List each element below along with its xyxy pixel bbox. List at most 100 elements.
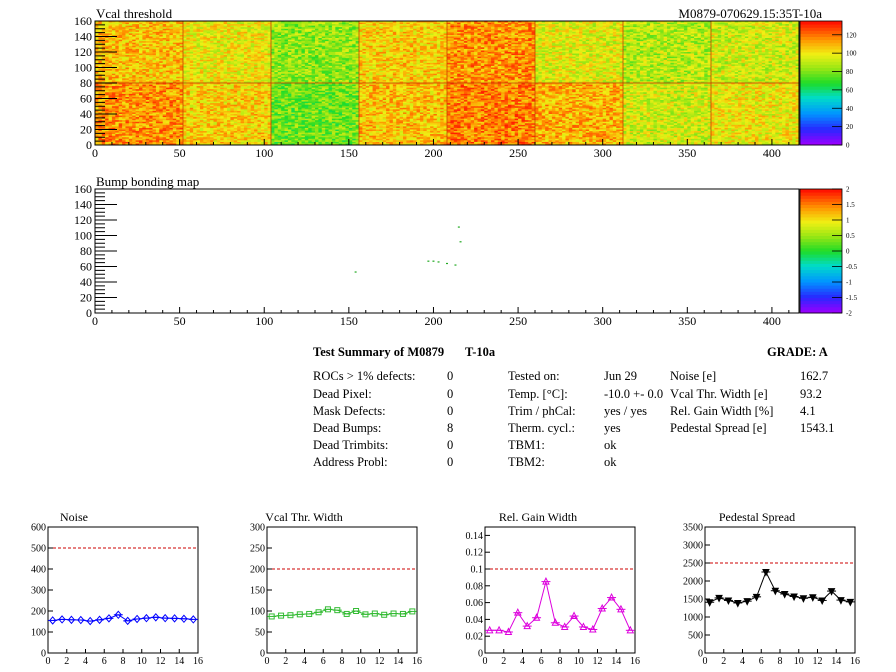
heatmap-cell xyxy=(700,25,705,28)
heatmap-cell xyxy=(775,34,780,37)
heatmap-cell xyxy=(623,25,627,28)
heatmap-cell xyxy=(433,21,438,23)
heatmap-cell xyxy=(717,38,722,40)
heatmap-cell xyxy=(379,33,384,36)
heatmap-cell xyxy=(162,27,167,30)
heatmap-cell xyxy=(416,25,421,28)
heatmap-cell xyxy=(172,36,177,39)
heatmap-cell xyxy=(602,24,607,27)
heatmap-cell xyxy=(501,30,505,33)
heatmap-cell xyxy=(558,31,563,34)
heatmap-cell xyxy=(507,27,512,30)
heatmap-cell xyxy=(548,24,553,27)
heatmap-cell xyxy=(524,21,529,23)
heatmap-cell xyxy=(758,30,763,33)
heatmap-cell xyxy=(795,34,799,37)
heatmap-cell xyxy=(271,21,275,23)
heatmap-cell xyxy=(301,33,306,36)
heatmap-cell xyxy=(101,25,106,28)
heatmap-cell xyxy=(562,38,566,40)
heatmap-cell xyxy=(413,30,417,33)
heatmap-cell xyxy=(267,30,272,33)
heatmap-cell xyxy=(653,22,658,25)
heatmap-cell xyxy=(389,30,394,33)
heatmap-cell xyxy=(545,24,549,27)
heatmap-cell xyxy=(572,27,577,30)
heatmap-cell xyxy=(545,25,549,28)
heatmap-cell xyxy=(667,28,671,31)
heatmap-cell xyxy=(623,34,627,37)
heatmap-cell xyxy=(650,34,654,37)
heatmap-cell xyxy=(795,31,799,34)
heatmap-cell xyxy=(396,21,401,23)
heatmap-cell xyxy=(271,28,275,31)
heatmap-cell xyxy=(582,36,587,39)
heatmap-cell xyxy=(260,38,265,40)
heatmap-cell xyxy=(673,21,678,23)
heatmap-cell xyxy=(196,24,201,27)
heatmap-cell xyxy=(196,21,201,23)
heatmap-cell xyxy=(281,34,285,37)
heatmap-cell xyxy=(501,34,505,37)
heatmap-cell xyxy=(149,25,153,28)
heatmap-cell xyxy=(254,24,258,27)
heatmap-cell xyxy=(149,30,153,33)
heatmap-cell xyxy=(704,22,709,25)
heatmap-cell xyxy=(670,28,675,31)
heatmap-cell xyxy=(118,33,123,36)
heatmap-cell xyxy=(724,28,729,31)
heatmap-cell xyxy=(592,36,597,39)
heatmap-cell xyxy=(304,24,309,27)
heatmap-cell xyxy=(335,30,340,33)
heatmap-cell xyxy=(785,28,790,31)
heatmap-cell xyxy=(548,31,553,34)
heatmap-cell xyxy=(308,31,313,34)
heatmap-cell xyxy=(413,31,417,34)
heatmap-cell xyxy=(433,31,438,34)
heatmap-cell xyxy=(612,34,617,37)
heatmap-cell xyxy=(352,28,357,31)
heatmap-cell xyxy=(419,33,424,36)
heatmap-cell xyxy=(653,21,658,23)
heatmap-cell xyxy=(203,36,208,39)
heatmap-cell xyxy=(595,36,600,39)
heatmap-cell xyxy=(227,34,231,37)
heatmap-cell xyxy=(484,27,489,30)
heatmap-cell xyxy=(795,24,799,27)
heatmap-cell xyxy=(186,38,191,40)
heatmap-cell xyxy=(291,31,296,34)
heatmap-cell xyxy=(521,21,526,23)
heatmap-cell xyxy=(792,24,797,27)
heatmap-cell xyxy=(460,30,465,33)
heatmap-cell xyxy=(223,31,228,34)
heatmap-cell xyxy=(152,30,157,33)
heatmap-cell xyxy=(328,36,333,39)
heatmap-cell xyxy=(463,30,468,33)
heatmap-cell xyxy=(338,33,343,36)
heatmap-cell xyxy=(727,21,732,23)
heatmap-cell xyxy=(413,38,417,40)
heatmap-cell xyxy=(284,21,289,23)
heatmap-cell xyxy=(430,22,434,25)
heatmap-cell xyxy=(254,28,258,31)
heatmap-cell xyxy=(639,21,644,23)
heatmap-cell xyxy=(206,27,211,30)
heatmap-cell xyxy=(697,27,702,30)
heatmap-cell xyxy=(294,33,299,36)
heatmap-cell xyxy=(518,28,522,31)
heatmap-cell xyxy=(748,22,753,25)
heatmap-cell xyxy=(592,30,597,33)
heatmap-cell xyxy=(704,38,709,40)
heatmap-cell xyxy=(545,38,549,40)
heatmap-cell xyxy=(199,28,204,31)
heatmap-cell xyxy=(609,36,614,39)
heatmap-cell xyxy=(284,25,289,28)
heatmap-cell xyxy=(230,33,235,36)
heatmap-cell xyxy=(558,25,563,28)
heatmap-cell xyxy=(579,36,583,39)
heatmap-cell xyxy=(95,36,99,39)
heatmap-cell xyxy=(775,21,780,23)
heatmap-cell xyxy=(375,21,380,23)
heatmap-cell xyxy=(744,22,749,25)
heatmap-cell xyxy=(717,21,722,23)
